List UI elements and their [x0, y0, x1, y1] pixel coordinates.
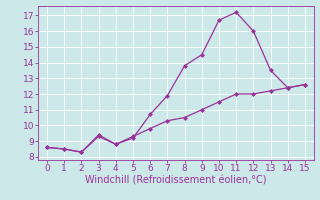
- X-axis label: Windchill (Refroidissement éolien,°C): Windchill (Refroidissement éolien,°C): [85, 176, 267, 186]
